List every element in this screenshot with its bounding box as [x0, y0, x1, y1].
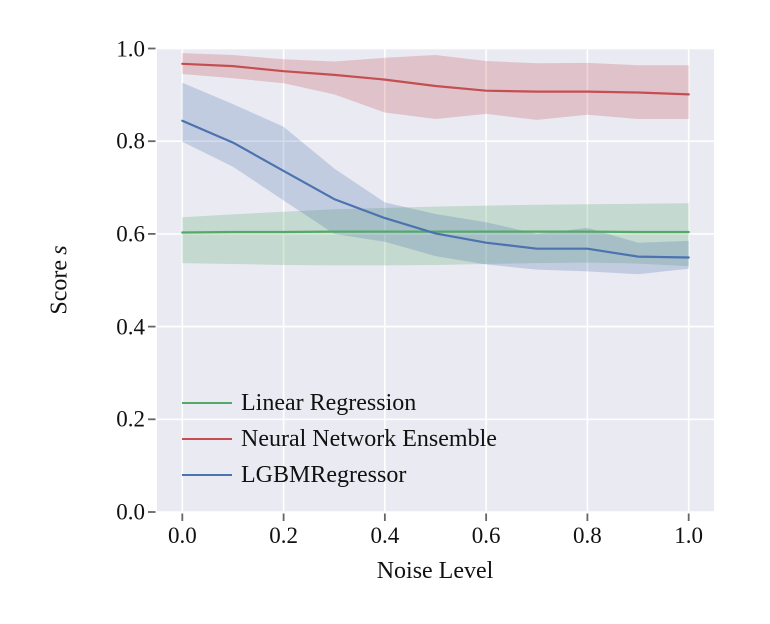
- legend-line-swatch: [182, 473, 232, 477]
- x-axis-label: Noise Level: [376, 558, 494, 584]
- legend-label: Neural Network Ensemble: [241, 426, 497, 452]
- y-axis-label-text: Score: [46, 259, 73, 315]
- legend-item-linear-regression: Linear Regression: [182, 385, 497, 421]
- legend-label: LGBMRegressor: [241, 462, 407, 488]
- legend-label: Linear Regression: [241, 390, 417, 416]
- legend-item-neural-network-ensemble: Neural Network Ensemble: [182, 421, 497, 457]
- series-line: [181, 119, 690, 259]
- legend-item-lgbmregressor: LGBMRegressor: [182, 457, 497, 493]
- legend-line-swatch: [182, 401, 232, 405]
- legend-line-swatch: [182, 437, 232, 441]
- y-axis-label: Score s: [47, 245, 74, 314]
- plot-background: [157, 48, 714, 512]
- series-line: [181, 62, 690, 96]
- confidence-band: [182, 82, 689, 275]
- series-line: [181, 230, 690, 234]
- confidence-band: [182, 203, 689, 267]
- legend: Linear Regression Neural Network Ensembl…: [182, 385, 497, 493]
- y-axis-label-math: s: [46, 245, 73, 255]
